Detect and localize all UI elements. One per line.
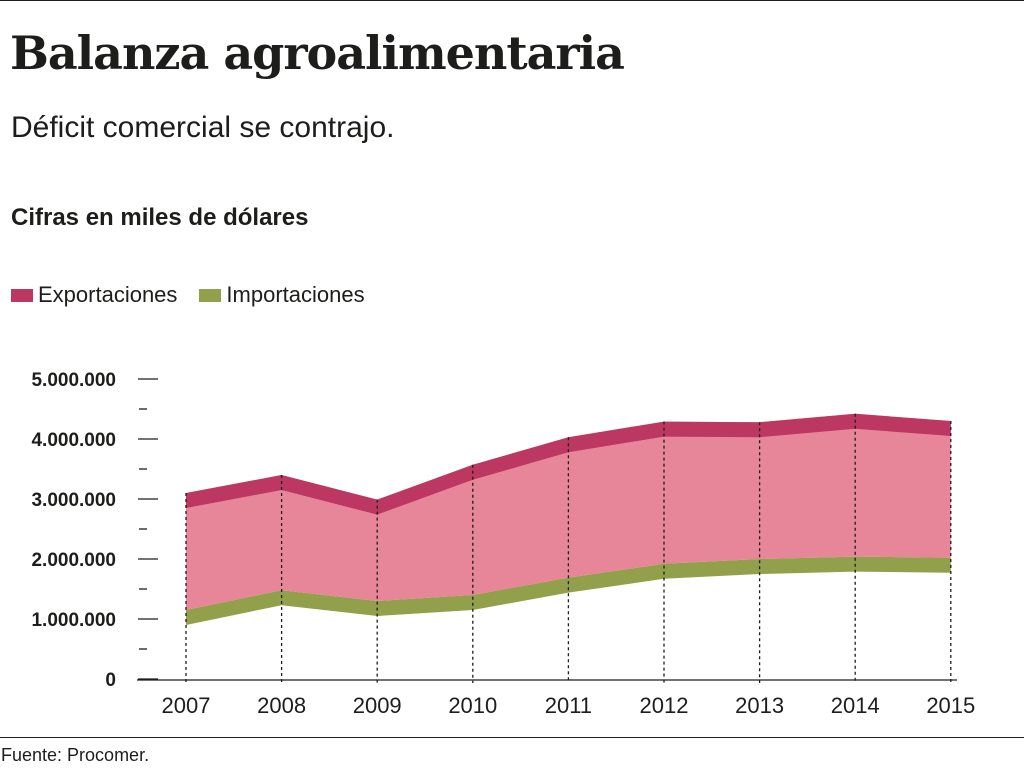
y-tick-label: 0 (105, 670, 116, 691)
chart-title: Balanza agroalimentaria (10, 26, 625, 80)
x-tick-label-2010: 2010 (448, 693, 497, 718)
x-tick-label-2012: 2012 (640, 693, 689, 718)
y-tick-label: 5.000.000 (31, 370, 116, 391)
bottom-rule (0, 737, 1024, 738)
x-tick-label-2013: 2013 (735, 693, 784, 718)
y-tick-label: 4.000.000 (31, 430, 116, 451)
legend-item-exports: Exportaciones (11, 282, 177, 308)
y-tick-label: 3.000.000 (31, 490, 116, 511)
x-tick-label-2007: 2007 (162, 693, 211, 718)
x-tick-label-2011: 2011 (545, 693, 592, 718)
source-note: Fuente: Procomer. (1, 745, 150, 765)
y-tick-label: 1.000.000 (31, 610, 116, 631)
legend-label-imports: Importaciones (226, 282, 365, 307)
units-label: Cifras en miles de dólares (11, 204, 309, 231)
legend-swatch-exports (11, 288, 33, 302)
x-tick-label-2015: 2015 (926, 693, 975, 718)
legend-item-imports: Importaciones (199, 282, 365, 308)
chart-subtitle: Déficit comercial se contrajo. (11, 111, 395, 144)
legend: Exportaciones Importaciones (11, 282, 387, 308)
legend-swatch-imports (199, 288, 222, 302)
y-tick-label: 2.000.000 (31, 550, 116, 571)
area-chart: 0 1.000.000 2.000.000 3.000.000 4.000.000 5.0… (31, 370, 975, 718)
x-tick-label-2008: 2008 (257, 693, 306, 718)
legend-label-exports: Exportaciones (38, 282, 178, 307)
top-rule (0, 0, 1024, 1)
exports-band (186, 413, 951, 515)
x-tick-label-2014: 2014 (831, 693, 880, 718)
x-tick-label-2009: 2009 (353, 693, 402, 718)
